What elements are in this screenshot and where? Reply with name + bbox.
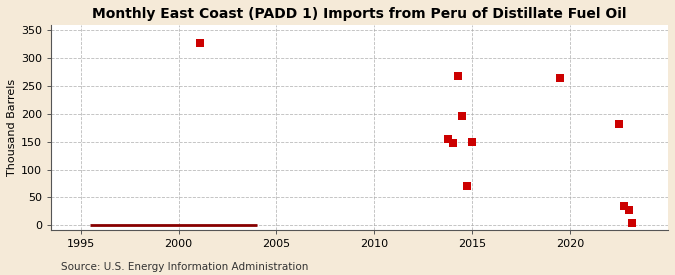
Point: [457, 114, 468, 118]
Point: [614, 122, 624, 126]
Point: [448, 141, 458, 146]
Point: [462, 184, 472, 189]
Point: [452, 74, 463, 78]
Y-axis label: Thousand Barrels: Thousand Barrels: [7, 79, 17, 176]
Point: [467, 140, 478, 144]
Point: [194, 41, 205, 45]
Point: [627, 221, 638, 225]
Point: [618, 204, 629, 208]
Text: Source: U.S. Energy Information Administration: Source: U.S. Energy Information Administ…: [61, 262, 308, 272]
Point: [624, 208, 634, 212]
Point: [442, 137, 453, 141]
Title: Monthly East Coast (PADD 1) Imports from Peru of Distillate Fuel Oil: Monthly East Coast (PADD 1) Imports from…: [92, 7, 627, 21]
Point: [555, 76, 566, 80]
